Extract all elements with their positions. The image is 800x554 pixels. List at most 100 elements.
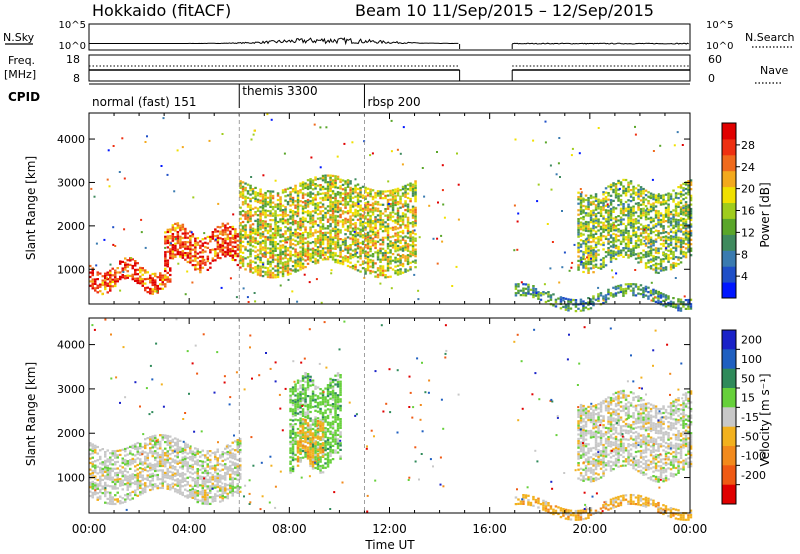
heatmap-cell (644, 216, 648, 219)
heatmap-cell (369, 228, 372, 231)
heatmap-cell (299, 263, 302, 267)
heatmap-cell (659, 260, 663, 263)
heatmap-cell (171, 244, 175, 247)
heatmap-cell (118, 171, 121, 173)
heatmap-cell (379, 225, 382, 228)
heatmap-cell (189, 257, 192, 260)
heatmap-cell (141, 483, 144, 486)
heatmap-cell (627, 256, 630, 259)
heatmap-cell (401, 236, 405, 239)
heatmap-cell (391, 242, 395, 245)
heatmap-cell (401, 218, 405, 221)
heatmap-cell (269, 192, 272, 195)
heatmap-cell (406, 223, 410, 226)
heatmap-cell (204, 237, 207, 240)
heatmap-cell (649, 258, 653, 261)
heatmap-cell (689, 243, 693, 246)
heatmap-cell (622, 229, 625, 232)
heatmap-cell (582, 209, 585, 212)
heatmap-cell (136, 277, 139, 280)
heatmap-cell (604, 220, 608, 223)
heatmap-cell (613, 229, 616, 232)
heatmap-cell (229, 482, 232, 485)
heatmap-cell (271, 245, 275, 248)
heatmap-cell (256, 192, 260, 195)
heatmap-cell (96, 485, 99, 488)
heatmap-cell (186, 496, 189, 499)
heatmap-cell (179, 242, 182, 245)
heatmap-cell (396, 249, 400, 252)
heatmap-cell (414, 182, 417, 185)
heatmap-cell (669, 221, 673, 225)
heatmap-cell (166, 470, 169, 473)
heatmap-cell (244, 189, 247, 192)
heatmap-cell (346, 229, 350, 232)
heatmap-cell (164, 476, 167, 479)
heatmap-cell (154, 452, 157, 455)
heatmap-cell (354, 252, 357, 255)
heatmap-cell (286, 273, 290, 276)
heatmap-cell (619, 240, 623, 243)
heatmap-cell (374, 233, 377, 236)
heatmap-cell (627, 234, 630, 237)
heatmap-cell (161, 475, 164, 479)
heatmap-cell (654, 262, 658, 265)
heatmap-cell (269, 243, 272, 246)
heatmap-cell (284, 210, 287, 213)
heatmap-cell (211, 500, 214, 503)
heatmap-cell (264, 227, 267, 230)
heatmap-cell (181, 476, 184, 479)
heatmap-cell (366, 220, 370, 223)
heatmap-cell (627, 214, 630, 217)
heatmap-cell (584, 242, 588, 246)
heatmap-cell (121, 479, 124, 482)
heatmap-cell (354, 248, 357, 251)
heatmap-cell (594, 237, 598, 240)
heatmap-cell (336, 210, 340, 214)
heatmap-cell (179, 253, 182, 256)
heatmap-cell (664, 215, 668, 218)
heatmap-cell (134, 489, 137, 492)
heatmap-cell (589, 262, 593, 266)
heatmap-cell (341, 192, 345, 195)
heatmap-cell (632, 205, 635, 208)
heatmap-cell (194, 489, 197, 492)
heatmap-cell (684, 307, 688, 310)
heatmap-cell (179, 251, 182, 254)
heatmap-cell (647, 233, 650, 236)
heatmap-cell (376, 194, 380, 197)
heatmap-cell (374, 246, 377, 250)
heatmap-cell (94, 451, 97, 454)
heatmap-cell (129, 481, 132, 484)
heatmap-cell (234, 252, 237, 255)
heatmap-cell (316, 177, 320, 181)
heatmap-cell (674, 229, 678, 232)
heatmap-cell (296, 232, 300, 235)
heatmap-cell (304, 184, 307, 187)
heatmap-cell (254, 241, 257, 244)
heatmap-cell (404, 259, 407, 262)
heatmap-cell (396, 233, 400, 237)
heatmap-cell (266, 238, 270, 241)
heatmap-cell (374, 224, 377, 228)
heatmap-cell (369, 221, 372, 224)
heatmap-cell (159, 434, 162, 437)
heatmap-cell (176, 480, 179, 483)
heatmap-cell (201, 493, 204, 496)
heatmap-cell (311, 254, 315, 257)
heatmap-cell (662, 196, 665, 199)
heatmap-cell (386, 214, 390, 217)
heatmap-cell (682, 224, 685, 227)
heatmap-cell (346, 225, 350, 228)
heatmap-cell (174, 236, 177, 239)
heatmap-cell (674, 240, 678, 243)
heatmap-cell (321, 174, 325, 177)
heatmap-cell (584, 229, 588, 232)
heatmap-cell (615, 272, 618, 275)
heatmap-cell (617, 245, 620, 248)
heatmap-cell (249, 259, 252, 262)
heatmap-cell (181, 493, 184, 497)
heatmap-cell (259, 258, 262, 262)
heatmap-cell (326, 185, 330, 188)
heatmap-cell (386, 231, 390, 235)
